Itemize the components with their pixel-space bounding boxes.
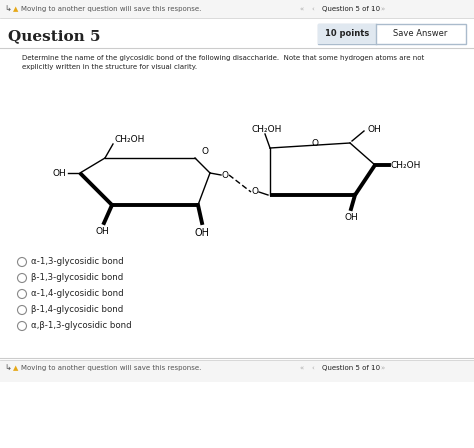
FancyBboxPatch shape (0, 0, 474, 18)
Text: «: « (300, 365, 304, 371)
Text: β-1,3-glycosidic bond: β-1,3-glycosidic bond (31, 273, 123, 283)
Text: Question 5: Question 5 (8, 29, 100, 43)
FancyBboxPatch shape (318, 24, 466, 44)
Text: Question 5 of 10: Question 5 of 10 (322, 6, 380, 12)
Text: »: » (380, 6, 384, 12)
Text: CH₂OH: CH₂OH (115, 135, 146, 145)
Text: explicitly written in the structure for visual clarity.: explicitly written in the structure for … (22, 64, 197, 70)
FancyBboxPatch shape (0, 360, 474, 382)
Text: OH: OH (344, 213, 358, 222)
Text: ›: › (370, 365, 373, 371)
Text: O: O (311, 139, 319, 148)
Text: 10 points: 10 points (325, 30, 369, 39)
Text: «: « (300, 6, 304, 12)
Text: OH: OH (52, 168, 66, 177)
FancyBboxPatch shape (318, 24, 376, 44)
Text: Moving to another question will save this response.: Moving to another question will save thi… (21, 6, 201, 12)
Text: Save Answer: Save Answer (393, 30, 447, 39)
Text: OH: OH (95, 227, 109, 236)
Text: OH: OH (194, 228, 210, 238)
Text: Moving to another question will save this response.: Moving to another question will save thi… (21, 365, 201, 371)
Text: O: O (221, 171, 228, 180)
Text: Question 5 of 10: Question 5 of 10 (322, 365, 380, 371)
Text: ▲: ▲ (13, 6, 18, 12)
Text: α-1,4-glycosidic bond: α-1,4-glycosidic bond (31, 289, 124, 298)
Text: O: O (252, 188, 258, 197)
Text: ‹: ‹ (312, 365, 315, 371)
Text: ↳: ↳ (4, 4, 11, 13)
Text: α-1,3-glycosidic bond: α-1,3-glycosidic bond (31, 258, 124, 267)
Text: OH: OH (368, 125, 382, 134)
Text: CH₂OH: CH₂OH (252, 125, 282, 134)
Text: Determine the name of the glycosidic bond of the following disaccharide.  Note t: Determine the name of the glycosidic bon… (22, 55, 424, 61)
Text: O: O (201, 147, 209, 156)
Text: ▲: ▲ (13, 365, 18, 371)
Text: CH₂OH: CH₂OH (391, 160, 421, 169)
Text: α,β-1,3-glycosidic bond: α,β-1,3-glycosidic bond (31, 322, 132, 331)
Text: ‹: ‹ (312, 6, 315, 12)
Text: ›: › (370, 6, 373, 12)
Text: β-1,4-glycosidic bond: β-1,4-glycosidic bond (31, 306, 123, 314)
Text: ↳: ↳ (4, 363, 11, 372)
Text: »: » (380, 365, 384, 371)
